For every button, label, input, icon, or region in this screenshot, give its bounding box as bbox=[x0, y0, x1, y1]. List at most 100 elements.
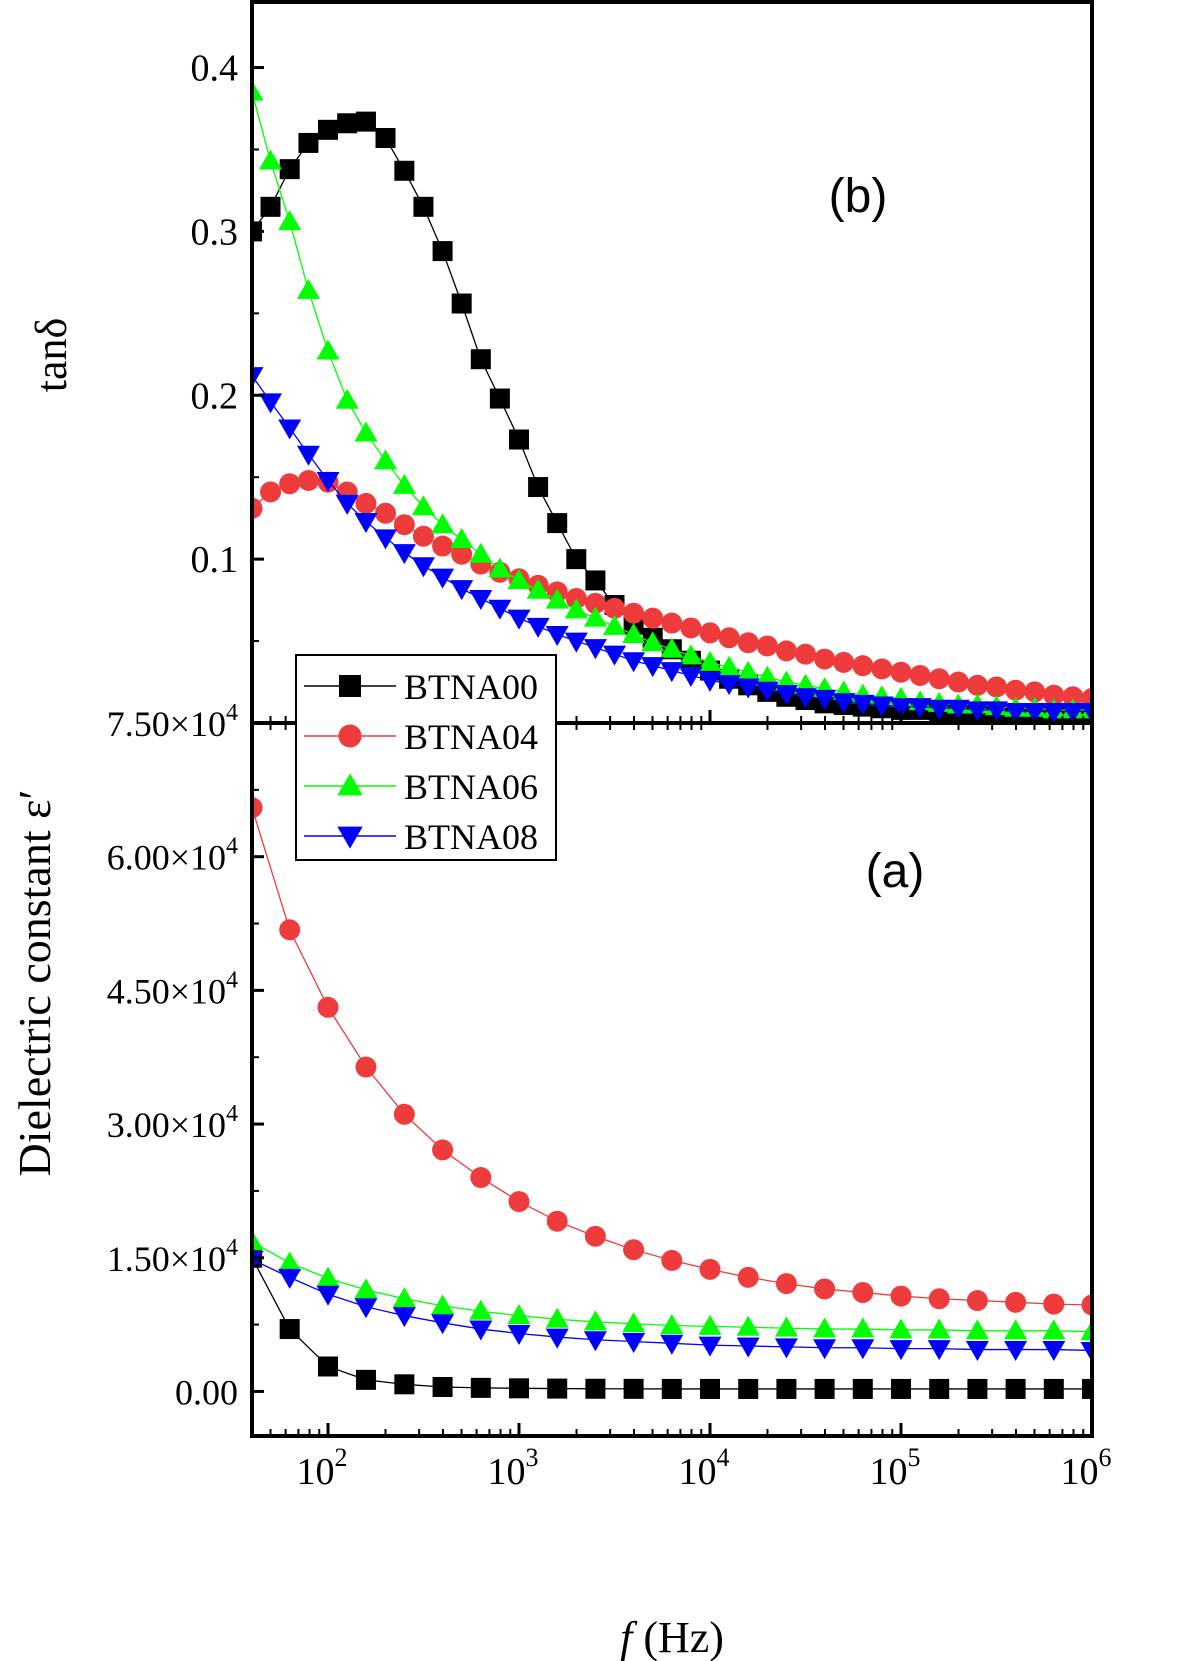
data-point-btna06 bbox=[526, 578, 550, 599]
data-point-btna00 bbox=[298, 132, 319, 153]
data-point-btna06 bbox=[717, 655, 741, 676]
data-point-btna08 bbox=[488, 599, 512, 620]
data-point-btna04 bbox=[795, 643, 817, 665]
data-point-btna00 bbox=[661, 1378, 682, 1399]
data-point-btna08 bbox=[278, 1268, 302, 1289]
y-tick-label: 0.2 bbox=[191, 375, 239, 417]
data-point-btna08 bbox=[469, 1320, 493, 1341]
data-point-btna00 bbox=[566, 549, 587, 570]
data-point-btna06 bbox=[335, 388, 359, 409]
data-point-btna00 bbox=[738, 1378, 759, 1399]
data-point-btna04 bbox=[699, 622, 721, 644]
data-point-btna04 bbox=[775, 1273, 797, 1295]
legend-marker bbox=[338, 724, 362, 748]
data-point-btna06 bbox=[583, 1310, 607, 1331]
data-point-btna06 bbox=[316, 339, 340, 360]
legend-label: BTNA08 bbox=[404, 817, 538, 857]
data-point-btna06 bbox=[392, 1287, 416, 1308]
data-point-btna06 bbox=[469, 542, 493, 563]
frequency-unit: (Hz) bbox=[632, 1613, 724, 1661]
dielectric-frame bbox=[250, 721, 1094, 1438]
data-point-btna06 bbox=[698, 650, 722, 671]
data-point-btna00 bbox=[451, 293, 472, 314]
data-point-btna08 bbox=[698, 1336, 722, 1357]
data-point-btna04 bbox=[317, 996, 339, 1018]
data-point-btna06 bbox=[660, 637, 684, 658]
data-point-btna08 bbox=[1080, 1341, 1092, 1362]
data-point-btna00 bbox=[470, 1377, 491, 1398]
data-point-btna08 bbox=[965, 701, 989, 722]
legend-item-btna08: BTNA08 bbox=[304, 817, 538, 857]
data-point-btna08 bbox=[755, 681, 779, 702]
data-point-btna00 bbox=[355, 1369, 376, 1390]
data-point-btna06 bbox=[545, 588, 569, 609]
data-point-btna06 bbox=[813, 1317, 837, 1338]
data-point-btna04 bbox=[1005, 1291, 1027, 1313]
data-point-btna00 bbox=[623, 1378, 644, 1399]
data-point-btna04 bbox=[375, 502, 397, 524]
data-point-btna04 bbox=[393, 1103, 415, 1125]
data-point-btna08 bbox=[851, 1339, 875, 1360]
dielectric-axes: 0.00 1.50×104 3.00×104 4.50×104 6.00×104 7.50… bbox=[107, 700, 1112, 1493]
data-point-btna04 bbox=[584, 592, 606, 614]
data-point-btna04 bbox=[966, 1290, 988, 1312]
data-point-btna00 bbox=[814, 1378, 835, 1399]
data-point-btna04 bbox=[775, 640, 797, 662]
data-point-btna04 bbox=[432, 1139, 454, 1161]
data-point-btna08 bbox=[622, 1333, 646, 1354]
data-point-btna08 bbox=[259, 393, 283, 414]
data-point-btna00 bbox=[967, 1378, 988, 1399]
data-point-btna04 bbox=[252, 797, 263, 819]
data-point-btna04 bbox=[451, 543, 473, 565]
data-point-btna06 bbox=[679, 644, 703, 665]
data-point-btna06 bbox=[698, 1314, 722, 1335]
data-point-btna04 bbox=[642, 607, 664, 629]
data-point-btna04 bbox=[890, 661, 912, 683]
tan-delta-plot-area bbox=[252, 80, 1092, 723]
data-point-btna04 bbox=[584, 1225, 606, 1247]
data-point-btna04 bbox=[966, 674, 988, 696]
data-point-btna08 bbox=[1004, 1341, 1028, 1362]
data-point-btna08 bbox=[431, 1314, 455, 1335]
data-point-btna00 bbox=[279, 159, 300, 180]
data-point-btna04 bbox=[412, 525, 434, 547]
data-point-btna08 bbox=[985, 701, 1009, 722]
data-point-btna00 bbox=[891, 1378, 912, 1399]
panel-label-a: (a) bbox=[866, 845, 925, 898]
data-point-btna08 bbox=[965, 1341, 989, 1362]
x-tick-label: 105 bbox=[870, 1443, 921, 1493]
data-point-btna04 bbox=[756, 635, 778, 657]
data-point-btna04 bbox=[661, 612, 683, 634]
data-point-btna06 bbox=[927, 1318, 951, 1339]
data-point-btna06 bbox=[469, 1299, 493, 1320]
data-point-btna00 bbox=[585, 1378, 606, 1399]
data-point-btna08 bbox=[296, 445, 320, 466]
data-point-btna00 bbox=[355, 111, 376, 132]
data-point-btna04 bbox=[852, 655, 874, 677]
data-point-btna08 bbox=[450, 580, 474, 601]
data-point-btna06 bbox=[1080, 1320, 1092, 1341]
data-point-btna08 bbox=[660, 662, 684, 683]
data-point-btna00 bbox=[1005, 1378, 1026, 1399]
y-tick-label: 4.50×104 bbox=[107, 967, 238, 1011]
data-point-btna08 bbox=[583, 639, 607, 660]
data-point-btna00 bbox=[528, 477, 549, 498]
data-point-btna06 bbox=[252, 1230, 264, 1251]
data-point-btna00 bbox=[394, 160, 415, 181]
data-point-btna08 bbox=[469, 589, 493, 610]
data-point-btna08 bbox=[1023, 703, 1047, 723]
data-point-btna00 bbox=[509, 1378, 530, 1399]
data-point-btna08 bbox=[374, 529, 398, 550]
y-tick-label: 7.50×104 bbox=[107, 700, 238, 744]
data-point-btna08 bbox=[278, 419, 302, 440]
legend-item-btna04: BTNA04 bbox=[304, 717, 538, 757]
data-point-btna06 bbox=[354, 421, 378, 442]
data-point-btna04 bbox=[260, 481, 282, 503]
data-point-btna04 bbox=[1062, 686, 1084, 708]
data-point-btna00 bbox=[432, 1376, 453, 1397]
data-point-btna08 bbox=[507, 1325, 531, 1346]
legend-label: BTNA00 bbox=[404, 667, 538, 707]
data-point-btna04 bbox=[928, 1288, 950, 1310]
data-point-btna04 bbox=[1081, 1294, 1092, 1316]
data-point-btna06 bbox=[602, 614, 626, 635]
